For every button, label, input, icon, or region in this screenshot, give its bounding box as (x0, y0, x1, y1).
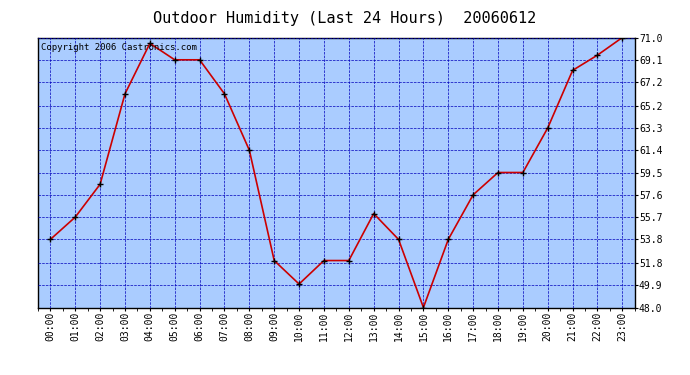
Text: Copyright 2006 Castronics.com: Copyright 2006 Castronics.com (41, 43, 197, 52)
Text: Outdoor Humidity (Last 24 Hours)  20060612: Outdoor Humidity (Last 24 Hours) 2006061… (153, 11, 537, 26)
